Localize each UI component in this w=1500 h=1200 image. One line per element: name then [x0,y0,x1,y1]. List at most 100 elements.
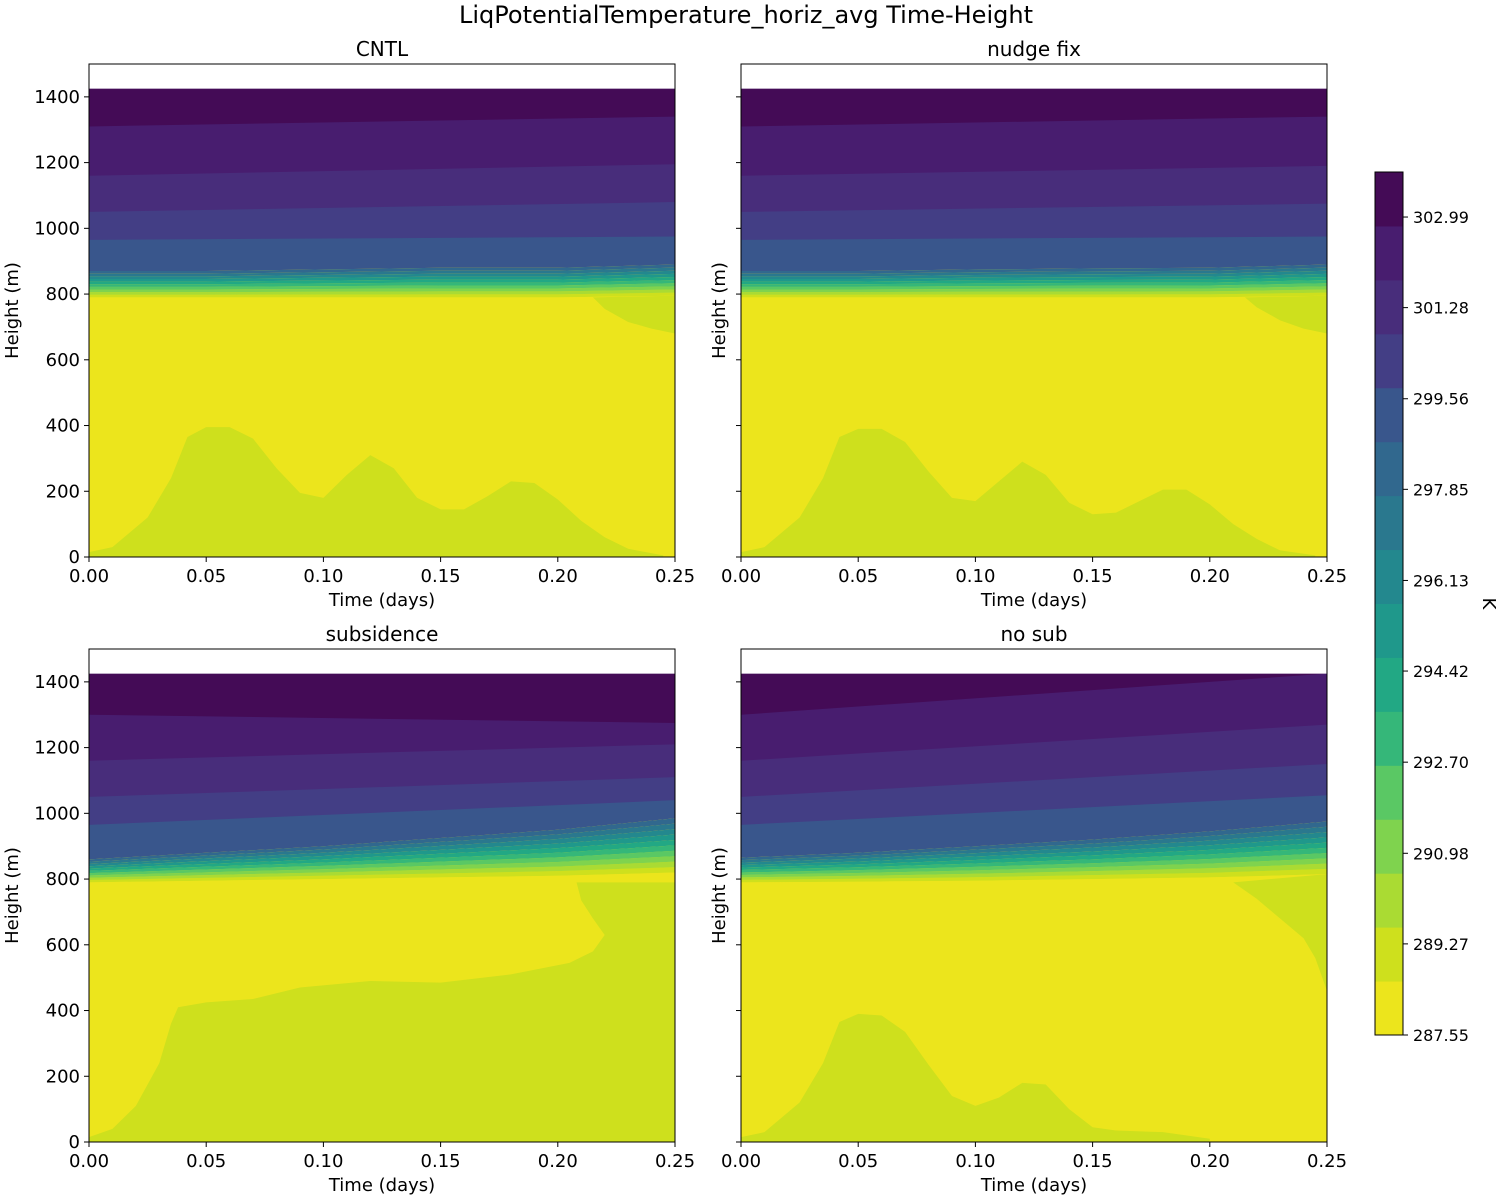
contour-level [89,839,675,871]
colorbar-segment [1375,765,1403,820]
colorbar-segment [1375,657,1403,712]
x-tick-label: 0.25 [655,1151,695,1172]
colorbar-frame [1374,171,1404,1036]
colorbar-segment [1375,711,1403,766]
y-tick-label: 600 [46,935,80,956]
colorbar-segment [1375,549,1403,604]
contour-level [89,867,675,883]
contour-level [89,818,675,862]
x-tick-label: 0.25 [655,566,695,587]
axes-frame [88,648,676,1143]
contour-level [741,276,1327,285]
contour-level [741,826,1327,863]
contour-level [741,853,1327,875]
axes-frame [88,63,676,558]
contour-level [741,842,1327,871]
y-axis-label: Height (m) [2,847,23,944]
contour-level [89,273,675,282]
contour-fill [89,64,675,557]
x-tick-label: 0.15 [1073,1151,1113,1172]
axes-frame [740,63,1328,558]
colorbar-segment [1375,225,1403,281]
contour-level [89,264,675,274]
contour-level [89,850,675,876]
contour-level [89,845,675,874]
contour-level [89,280,675,287]
panel-title: CNTL [356,37,409,61]
y-tick-label: 200 [46,1066,80,1087]
panel-2: 0.00 0.05 0.10 0.15 0.20 0.25 nudge fix Time (d… [709,37,1347,611]
y-tick-label: 1000 [34,218,80,239]
x-tick-label: 0.10 [955,566,995,587]
contour-level [1233,874,1327,991]
contour-level [741,673,1327,715]
axes-frame [740,648,1328,1143]
x-tick-label: 0.10 [955,1151,995,1172]
panel-title: subsidence [326,622,439,646]
colorbar-tick-label: 287.55 [1413,1026,1469,1045]
contour-level [741,847,1327,873]
no-data-region [741,649,1327,674]
panel-title: nudge fix [987,37,1081,61]
colorbar-tick-label: 296.13 [1413,571,1469,590]
y-tick-label: 1400 [34,672,80,693]
contour-level [741,863,1327,880]
colorbar-tick-label: 290.98 [1413,844,1469,863]
colorbar-tick-label: 297.85 [1413,480,1469,499]
contour-fill [741,64,1327,557]
contour-level [89,823,675,864]
colorbar-segment [1375,387,1403,443]
y-tick-label: 400 [46,416,80,437]
y-tick-label: 600 [46,350,80,371]
x-tick-label: 0.15 [421,1151,461,1172]
contour-level [741,868,1327,883]
colorbar-segment [1375,279,1403,335]
contour-level [89,267,675,277]
contour-level [592,295,675,334]
contour-level [741,283,1327,290]
y-tick-label: 1400 [34,87,80,108]
contour-level [741,837,1327,868]
x-tick-label: 0.10 [303,566,343,587]
colorbar: 287.55 289.27 290.98 292.70 294.42 296.13 297.… [1374,171,1499,1045]
no-data-region [89,649,675,674]
contour-level [741,858,1327,878]
contour-level [741,428,1316,557]
x-tick-label: 0.00 [69,566,109,587]
colorbar-segment [1375,441,1403,497]
x-axis-label: Time (days) [980,1175,1087,1196]
panel-4: 0.00 0.05 0.10 0.15 0.20 0.25 no sub Time (days… [709,622,1347,1196]
x-tick-label: 0.20 [1190,1151,1230,1172]
y-tick-label: 1000 [34,803,80,824]
y-tick-label: 200 [46,481,80,502]
x-tick-label: 0.00 [721,566,761,587]
panels: 0.00 0.05 0.10 0.15 0.20 0.25 0 200 400 600 800 100… [2,37,1347,1196]
contour-level [89,673,675,723]
colorbar-segment [1375,603,1403,658]
contour-level [741,270,1327,279]
colorbar-tick-label: 299.56 [1413,390,1469,409]
y-tick-label: 800 [46,284,80,305]
contour-level [741,88,1327,127]
contour-level [89,283,675,290]
y-tick-label: 0 [69,547,80,568]
y-axis-label: Height (m) [2,262,23,359]
contour-level [741,292,1327,298]
y-axis-label: Height (m) [709,847,730,944]
x-axis-label: Time (days) [980,590,1087,611]
colorbar-segment [1375,819,1403,874]
contour-level [89,829,675,867]
colorbar-tick-label: 289.27 [1413,935,1469,954]
colorbar-segment [1375,172,1403,227]
x-tick-label: 0.15 [421,566,461,587]
contour-level [89,861,675,881]
panel-3: 0.00 0.05 0.10 0.15 0.20 0.25 0 200 400 600 800 100… [2,622,695,1196]
x-tick-label: 0.10 [303,1151,343,1172]
colorbar-segment [1375,495,1403,551]
x-tick-label: 0.00 [721,1151,761,1172]
panel-1: 0.00 0.05 0.10 0.15 0.20 0.25 0 200 400 600 800 100… [2,37,695,611]
contour-level [741,1013,1210,1142]
y-tick-label: 1200 [34,738,80,759]
contour-level [741,273,1327,282]
x-tick-label: 0.20 [538,1151,578,1172]
